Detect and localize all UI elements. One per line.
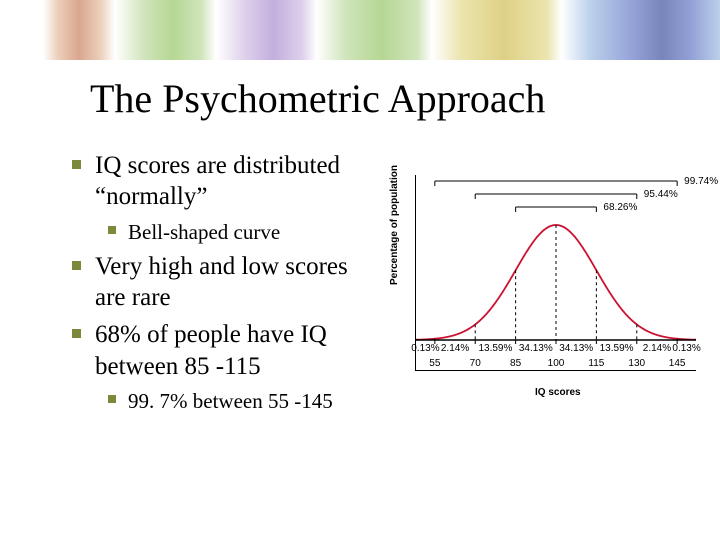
x-tick-label: 85: [510, 358, 521, 386]
bracket-label: 95.44%: [644, 189, 678, 200]
x-tick-label: 145: [669, 358, 686, 386]
region-pct-label: 34.13%: [559, 343, 593, 354]
bracket: [475, 194, 637, 199]
plot-area: 99.74%95.44%68.26%0.13%2.14%13.59%34.13%…: [415, 175, 696, 371]
region-pct-label: 13.59%: [600, 343, 634, 354]
region-pct-label: 0.13%: [672, 343, 700, 354]
region-pct-label: 13.59%: [478, 343, 512, 354]
region-pct-label: 0.13%: [411, 343, 439, 354]
bullet-text: Bell-shaped curve: [128, 219, 280, 245]
bullet-icon: [72, 261, 81, 270]
decorative-banner: [0, 0, 720, 60]
bell-curve-chart: Percentage of population IQ scores 99.74…: [395, 175, 700, 400]
x-tick-label: 55: [429, 358, 440, 386]
bullet-item: Very high and low scores are rare: [72, 251, 382, 314]
bracket: [435, 181, 677, 186]
region-pct-label: 34.13%: [519, 343, 553, 354]
bullet-text: IQ scores are distributed “normally”: [95, 150, 382, 213]
region-pct-label: 2.14%: [643, 343, 671, 354]
bracket-label: 68.26%: [603, 202, 637, 213]
x-tick-label: 70: [470, 358, 481, 386]
region-pct-label: 2.14%: [441, 343, 469, 354]
bullet-item: IQ scores are distributed “normally”: [72, 150, 382, 213]
curve-svg: [416, 175, 696, 370]
x-tick-label: 130: [628, 358, 645, 386]
bullet-icon: [72, 160, 81, 169]
x-tick-label: 115: [588, 358, 604, 386]
bullet-icon: [72, 329, 81, 338]
bullet-icon: [108, 226, 116, 234]
bracket-label: 99.74%: [684, 176, 718, 187]
bullet-item: 68% of people have IQ between 85 -115: [72, 319, 382, 382]
slide-title: The Psychometric Approach: [90, 75, 545, 122]
bullet-icon: [108, 395, 116, 403]
y-axis-label: Percentage of population: [389, 165, 400, 285]
bullet-text: 68% of people have IQ between 85 -115: [95, 319, 382, 382]
bullet-list: IQ scores are distributed “normally” Bell…: [72, 150, 382, 420]
x-tick-label: 100: [548, 358, 565, 386]
bullet-item: Bell-shaped curve: [108, 219, 382, 245]
bullet-item: 99. 7% between 55 -145: [108, 388, 382, 414]
bracket: [516, 207, 597, 212]
bullet-text: Very high and low scores are rare: [95, 251, 382, 314]
x-axis-label: IQ scores: [535, 387, 581, 398]
bullet-text: 99. 7% between 55 -145: [128, 388, 333, 414]
